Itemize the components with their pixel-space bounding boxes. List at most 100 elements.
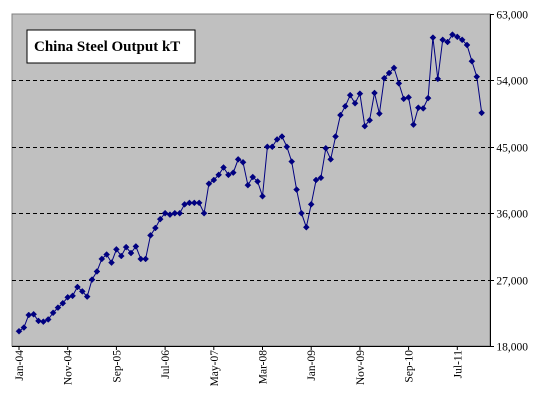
data-point xyxy=(215,171,223,179)
chart-title-box xyxy=(26,29,196,64)
y-tick-label: 18,000 xyxy=(496,342,528,354)
data-point xyxy=(93,268,101,275)
y-tick-label: 45,000 xyxy=(496,143,528,155)
data-point xyxy=(171,209,179,217)
data-point xyxy=(337,111,344,119)
x-tick-label: Jul-06 xyxy=(160,350,172,379)
data-point xyxy=(156,215,164,223)
data-point xyxy=(35,317,42,325)
data-point xyxy=(410,121,417,129)
y-tick-label: 27,000 xyxy=(496,276,528,288)
data-point xyxy=(69,292,76,300)
data-point xyxy=(147,231,154,239)
data-point xyxy=(15,327,23,335)
data-point xyxy=(98,255,106,263)
x-tick-label: May-07 xyxy=(209,350,221,387)
data-point xyxy=(449,31,456,39)
data-point xyxy=(268,143,276,151)
x-tick-label: Mar-08 xyxy=(258,350,270,385)
data-point xyxy=(376,110,383,117)
data-point xyxy=(424,94,432,102)
data-point xyxy=(74,283,81,291)
x-tick-label: Nov-04 xyxy=(63,350,75,385)
data-point xyxy=(225,171,232,179)
data-point xyxy=(278,133,286,140)
data-point xyxy=(234,155,242,163)
data-point xyxy=(322,144,330,152)
data-point xyxy=(371,89,378,97)
data-point xyxy=(103,251,111,258)
data-point xyxy=(78,288,86,295)
data-point xyxy=(259,192,266,200)
data-point xyxy=(132,243,140,250)
data-point xyxy=(239,158,247,166)
data-point xyxy=(444,38,451,46)
data-point xyxy=(395,79,403,87)
data-point xyxy=(249,173,257,181)
data-point xyxy=(317,174,325,182)
data-point xyxy=(244,181,252,189)
data-point xyxy=(473,73,481,81)
data-point xyxy=(468,57,476,65)
data-point xyxy=(113,245,120,253)
y-tick-label: 54,000 xyxy=(496,76,528,88)
data-point xyxy=(298,209,305,217)
data-point xyxy=(117,252,125,260)
data-point xyxy=(419,105,427,112)
data-point xyxy=(152,224,159,232)
data-point xyxy=(273,136,281,143)
data-point xyxy=(288,158,296,165)
data-point xyxy=(346,91,354,99)
data-point xyxy=(302,223,310,231)
data-point xyxy=(351,99,359,107)
data-point xyxy=(200,209,208,217)
x-tick-label: Jan-04 xyxy=(14,350,26,381)
data-point xyxy=(229,169,237,176)
data-point xyxy=(293,186,300,193)
data-point xyxy=(453,33,461,41)
data-point xyxy=(190,199,198,207)
data-point xyxy=(108,259,115,266)
x-tick-label: Jul-11 xyxy=(452,350,464,379)
data-point xyxy=(463,41,471,49)
x-tick-label: Sep-10 xyxy=(404,350,416,383)
data-point xyxy=(312,176,320,184)
data-point xyxy=(20,324,28,331)
x-tick-label: Jan-09 xyxy=(306,350,318,381)
data-point xyxy=(44,316,52,323)
data-point xyxy=(254,178,261,185)
data-point xyxy=(142,255,149,263)
data-point xyxy=(390,64,398,72)
data-point xyxy=(83,293,91,300)
data-point xyxy=(439,36,447,44)
data-point xyxy=(405,94,412,101)
data-point xyxy=(332,133,339,140)
data-point xyxy=(186,199,193,207)
data-point xyxy=(341,102,349,110)
data-point xyxy=(434,75,442,83)
chart-title-group: China Steel Output kT xyxy=(26,29,196,64)
data-point xyxy=(39,318,47,326)
y-tick-label: 63,000 xyxy=(496,10,528,22)
data-point xyxy=(220,164,227,171)
data-point xyxy=(356,90,364,98)
data-point xyxy=(176,209,184,217)
data-point xyxy=(30,310,37,318)
x-tick-label: Nov-09 xyxy=(355,350,367,385)
data-point xyxy=(127,249,135,257)
data-point xyxy=(88,276,96,283)
data-point xyxy=(307,200,315,208)
data-point xyxy=(478,109,486,117)
data-point xyxy=(327,155,335,163)
x-tick-label: Sep-05 xyxy=(111,350,123,383)
data-point xyxy=(366,116,373,124)
data-point xyxy=(380,74,388,82)
data-point xyxy=(205,180,213,188)
data-point xyxy=(54,304,62,311)
data-point xyxy=(210,176,218,184)
data-point xyxy=(361,122,369,130)
data-point xyxy=(122,243,130,251)
data-point xyxy=(283,143,291,151)
